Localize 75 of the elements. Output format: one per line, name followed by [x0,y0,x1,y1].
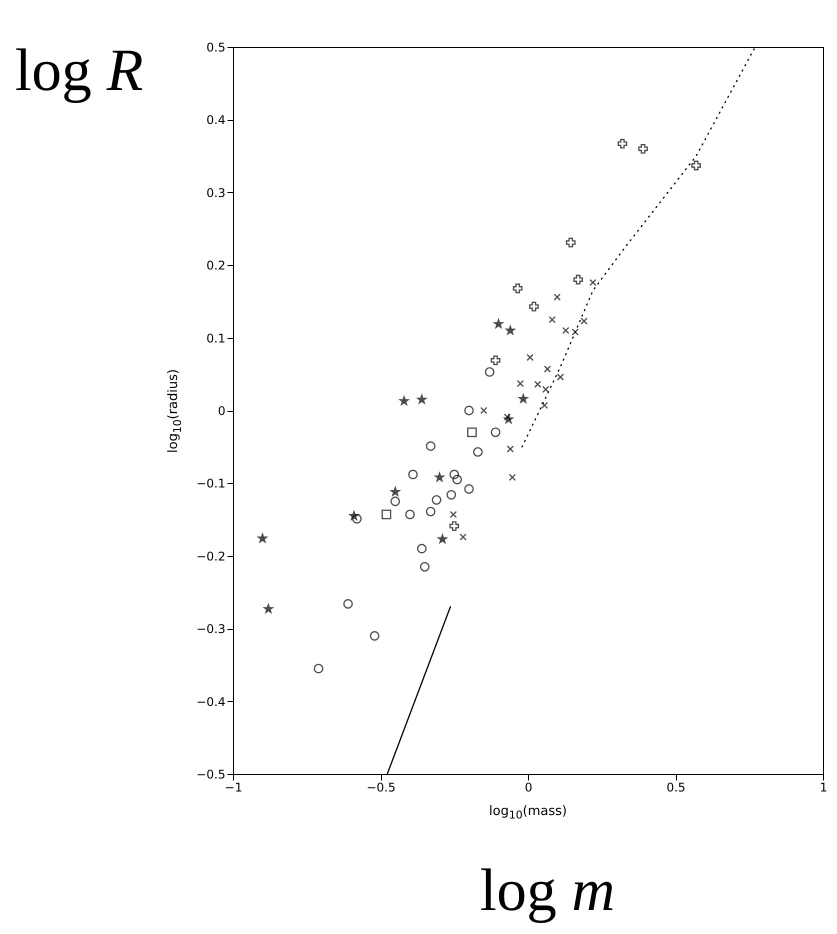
point [417,394,426,404]
point [638,144,648,154]
point [516,380,524,388]
point [438,534,448,544]
point [548,316,556,324]
point [506,445,514,453]
point [580,318,588,325]
point [691,160,701,170]
y-tick-label: −0.1 [196,476,226,491]
point [473,447,483,457]
point [446,490,456,500]
point [464,406,474,416]
point [382,510,392,520]
point [408,470,418,480]
y-tick-label: −0.5 [196,768,226,782]
point [432,495,442,505]
point [450,510,457,518]
point [554,294,561,301]
point [566,238,576,248]
point [449,521,460,531]
point [490,427,500,438]
point [399,396,409,406]
y-tick-label: 0.4 [206,113,226,128]
point [556,373,564,381]
point [420,562,430,572]
point [467,427,477,438]
point [589,278,596,286]
y-tick-label: 0 [218,404,226,418]
y-tick-label: 0.1 [206,331,226,346]
point [390,496,400,506]
point [370,631,380,641]
point [508,474,516,481]
y-tick-label: −0.4 [196,694,226,709]
point [494,319,504,328]
point [264,604,274,614]
text: log m [480,857,616,923]
point [449,470,460,480]
point [452,474,462,484]
point [529,302,539,312]
y-tick-label: −0.2 [196,549,226,564]
x-tick-label: 0.5 [666,780,686,794]
point [434,472,444,482]
y-tick-label: 0.3 [206,186,226,200]
x-tick-label: 0 [524,780,532,794]
point [526,354,534,362]
point [542,386,550,393]
point [573,274,583,284]
point [544,365,552,373]
point [314,664,324,674]
point [540,402,548,409]
point [460,533,467,541]
point [480,406,488,414]
point [426,441,436,451]
y-tick-label: 0.2 [206,258,226,273]
point [416,544,427,554]
point [512,284,523,294]
point [534,380,542,388]
point [490,356,500,366]
y-tick-label: 0.5 [206,40,226,54]
point [352,514,362,524]
point [618,138,628,149]
x-tick-label: −0.5 [366,780,396,794]
point [464,484,474,494]
point [258,534,268,542]
point [484,367,494,377]
point [343,599,353,609]
point [562,326,570,334]
x-tick-label: 1 [820,780,828,794]
point [572,328,579,336]
x-tick-label: −1 [224,780,242,794]
point [426,506,436,516]
point [405,510,415,520]
y-tick-label: −0.3 [196,622,226,636]
x-axis-title: log$_{10}$(mass) [489,804,567,822]
text: log R [15,37,144,103]
